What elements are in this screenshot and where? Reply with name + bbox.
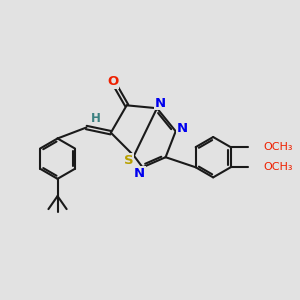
Text: S: S [124, 154, 134, 166]
Text: N: N [134, 167, 145, 180]
Text: N: N [176, 122, 188, 136]
Text: H: H [91, 112, 100, 125]
Text: O: O [107, 75, 119, 88]
Text: N: N [154, 97, 165, 110]
Text: OCH₃: OCH₃ [263, 142, 292, 152]
Text: OCH₃: OCH₃ [263, 162, 292, 172]
